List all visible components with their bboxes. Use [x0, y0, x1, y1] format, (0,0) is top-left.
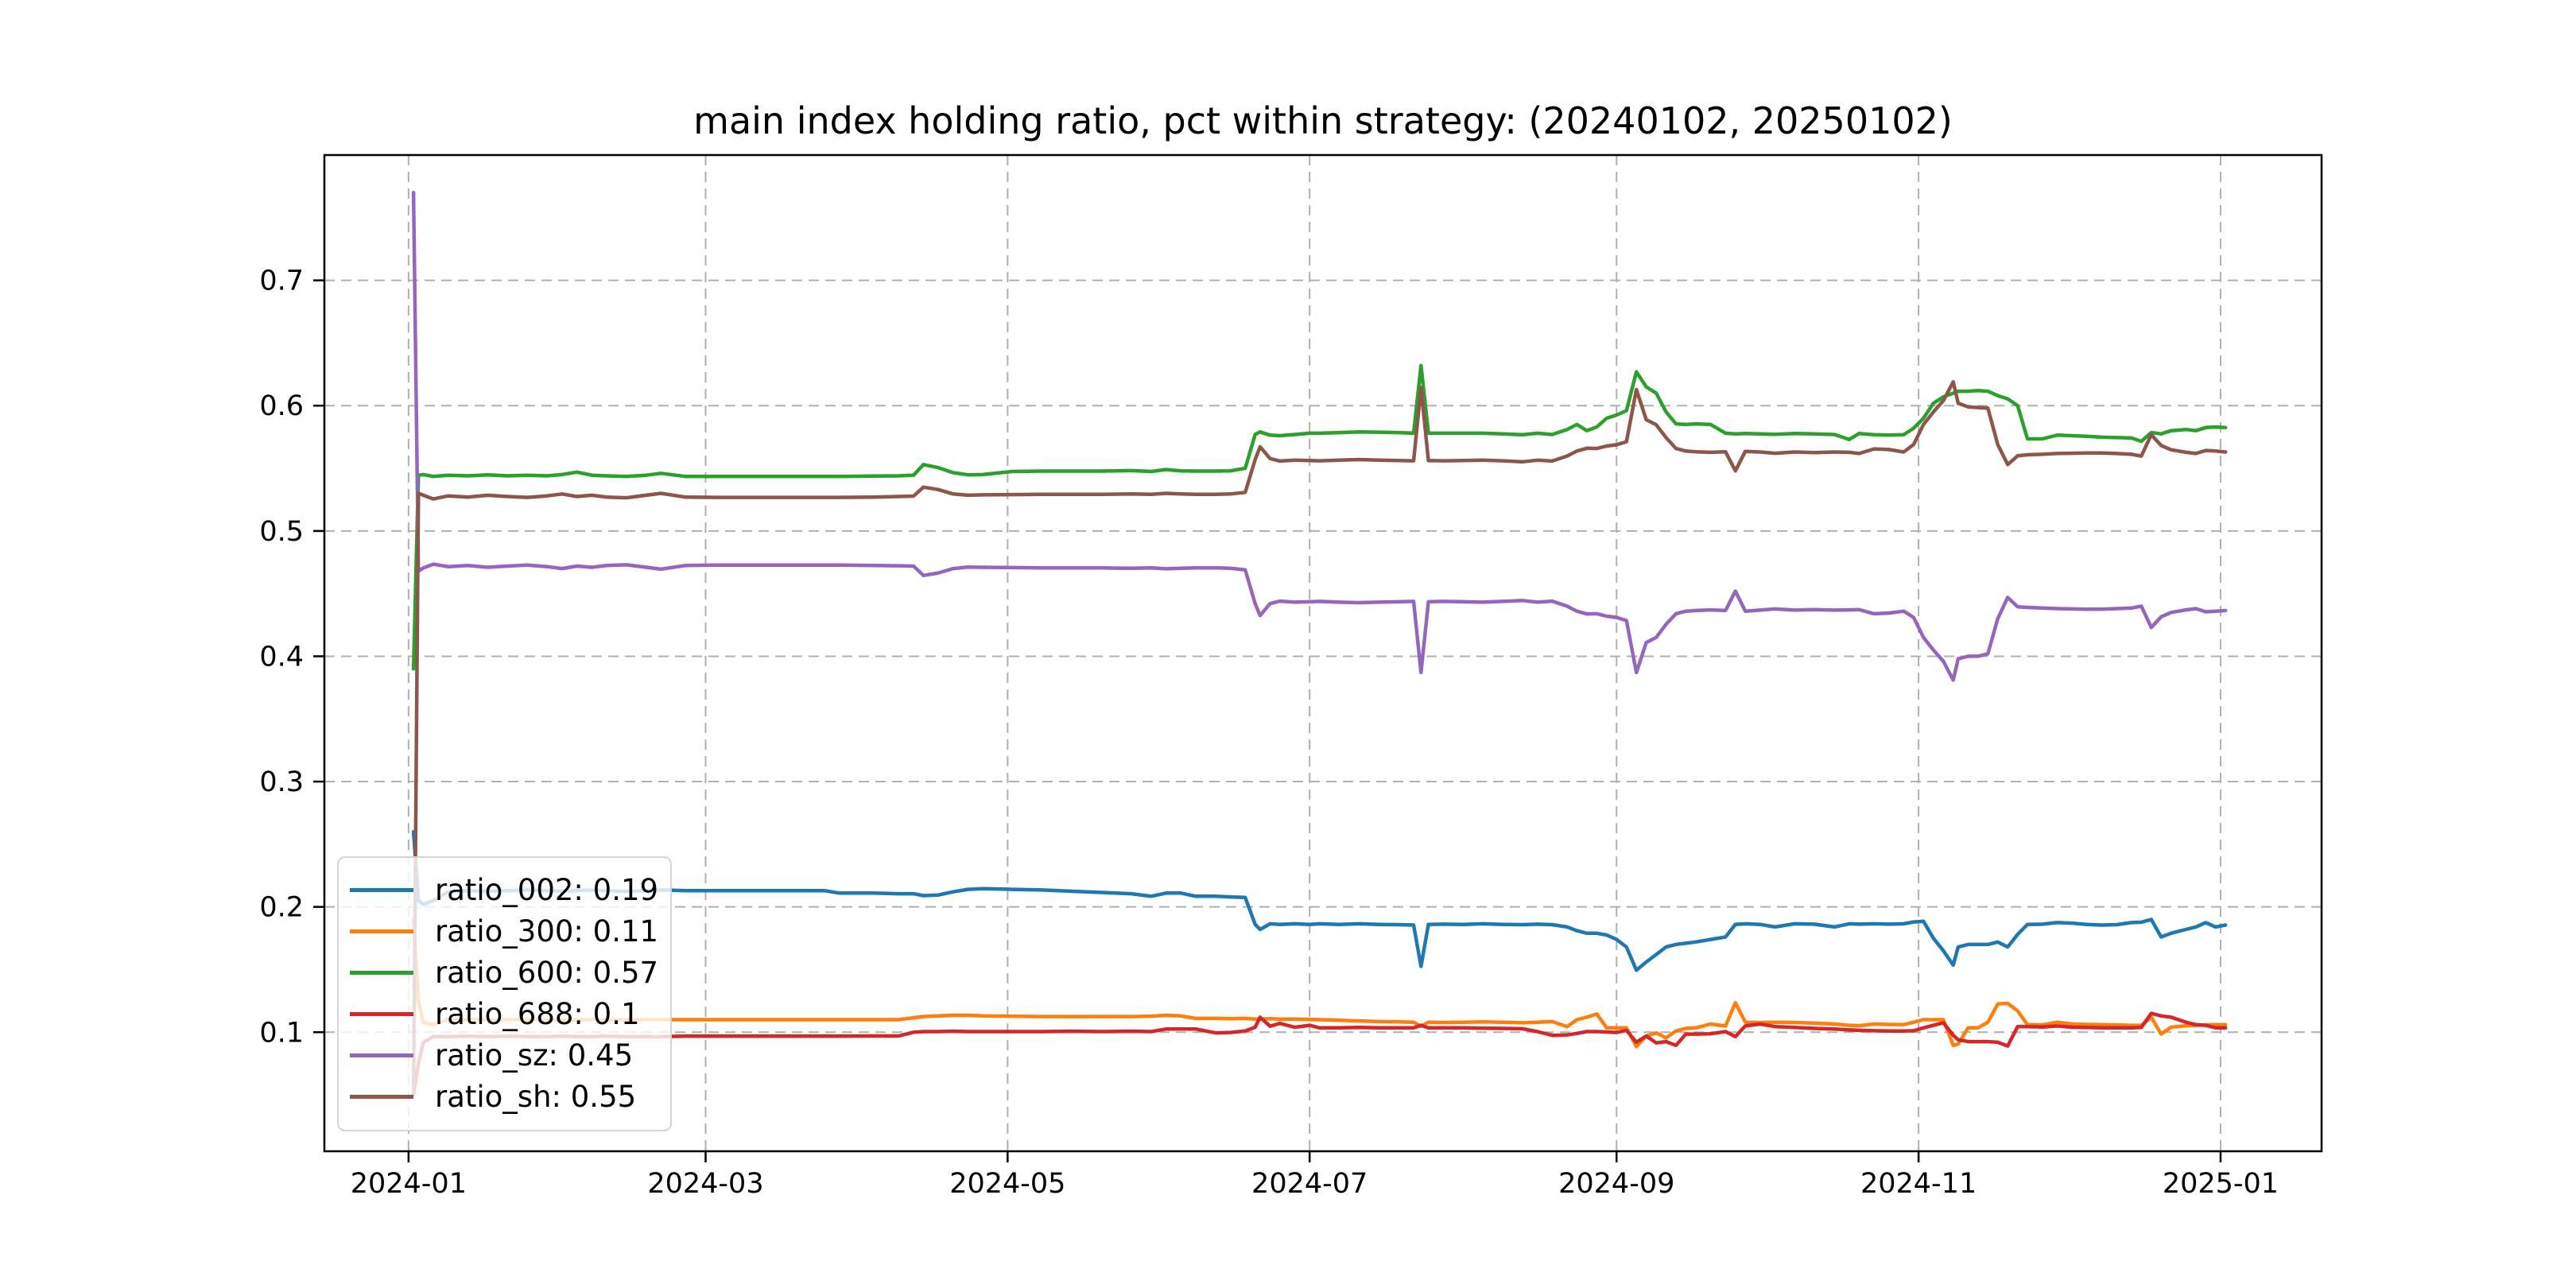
- y-tick-label-0.4: 0.4: [259, 641, 304, 673]
- series-lines: [411, 191, 2228, 1097]
- series-line-ratio_sz: [411, 191, 2228, 682]
- legend-label-ratio_600: ratio_600: 0.57: [435, 955, 659, 990]
- x-tick-label-2024-11: 2024-11: [1860, 1168, 1977, 1200]
- legend-swatch-ratio_sh-line-icon: [350, 1094, 413, 1099]
- y-tick-label-0.7: 0.7: [259, 266, 304, 297]
- series-line-ratio_600: [411, 363, 2228, 671]
- legend-item-ratio_688: ratio_688: 0.1: [350, 995, 658, 1033]
- legend-item-ratio_300: ratio_300: 0.11: [350, 912, 658, 950]
- legend-swatch-ratio_688-line-icon: [350, 1011, 413, 1016]
- legend-swatch-ratio_300-line-icon: [350, 929, 413, 933]
- y-tick-label-0.2: 0.2: [259, 892, 304, 924]
- y-tick-label-0.3: 0.3: [259, 766, 304, 798]
- x-tick-label-2024-09: 2024-09: [1558, 1168, 1674, 1200]
- legend-item-ratio_sz: ratio_sz: 0.45: [350, 1036, 658, 1074]
- axes-spines-and-ticks: 2024-01 2024-03 2024-05 2024-07 2024-09 2024-…: [259, 153, 2323, 1200]
- legend-swatch-ratio_600-line-icon: [350, 970, 413, 975]
- legend-label-ratio_688: ratio_688: 0.1: [435, 996, 640, 1031]
- series-line-ratio_sh: [411, 380, 2228, 1097]
- legend-item-ratio_002: ratio_002: 0.19: [350, 871, 658, 909]
- legend-label-ratio_sh: ratio_sh: 0.55: [435, 1079, 637, 1114]
- legend-item-ratio_600: ratio_600: 0.57: [350, 953, 658, 991]
- x-tick-label-2024-05: 2024-05: [949, 1168, 1065, 1200]
- legend-swatch-ratio_sz-line-icon: [350, 1053, 413, 1057]
- legend-label-ratio_sz: ratio_sz: 0.45: [435, 1038, 634, 1073]
- x-tick-label-2025-01: 2025-01: [2163, 1168, 2279, 1200]
- legend-item-ratio_sh: ratio_sh: 0.55: [350, 1077, 658, 1115]
- y-tick-label-0.5: 0.5: [259, 516, 304, 548]
- series-line-ratio_688: [411, 1011, 2228, 1097]
- plot-border: [323, 153, 2323, 1153]
- series-line-ratio_300: [411, 918, 2228, 1049]
- chart-title: main index holding ratio, pct within str…: [693, 99, 1953, 142]
- legend-label-ratio_300: ratio_300: 0.11: [435, 914, 659, 949]
- y-tick-label-0.1: 0.1: [259, 1017, 304, 1049]
- x-tick-label-2024-07: 2024-07: [1251, 1168, 1368, 1200]
- series-line-ratio_002: [411, 829, 2228, 972]
- y-tick-label-0.6: 0.6: [259, 390, 304, 422]
- x-tick-label-2024-03: 2024-03: [647, 1168, 763, 1200]
- legend-label-ratio_002: ratio_002: 0.19: [435, 872, 659, 907]
- legend-swatch-ratio_002-line-icon: [350, 887, 413, 892]
- x-tick-label-2024-01: 2024-01: [351, 1168, 467, 1200]
- legend: ratio_002: 0.19 ratio_300: 0.11 ratio_60…: [337, 856, 672, 1131]
